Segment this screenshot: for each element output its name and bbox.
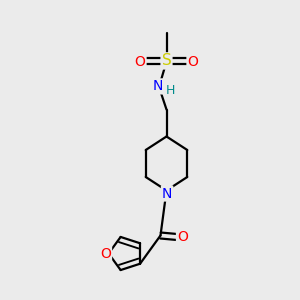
Text: O: O <box>188 55 198 68</box>
Text: H: H <box>166 84 175 97</box>
Text: S: S <box>162 53 171 68</box>
Text: O: O <box>135 55 146 68</box>
Text: O: O <box>177 230 188 244</box>
Text: N: N <box>152 80 163 93</box>
Text: N: N <box>162 187 172 200</box>
Text: O: O <box>100 247 111 260</box>
